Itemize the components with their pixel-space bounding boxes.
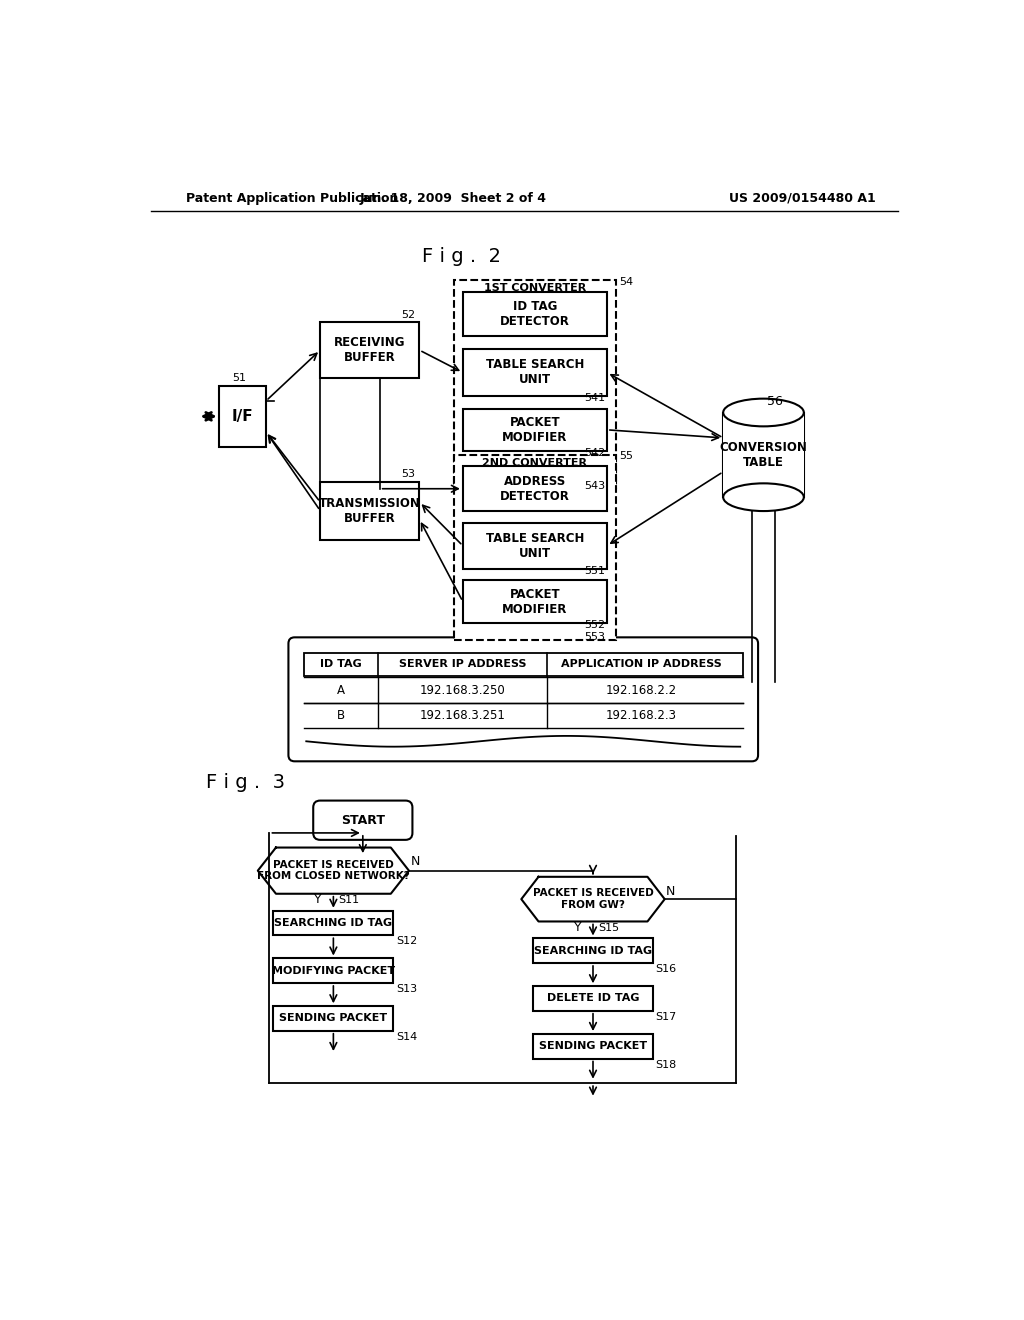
Text: F i g .  3: F i g . 3 xyxy=(206,772,285,792)
Text: S11: S11 xyxy=(338,895,359,906)
Text: Patent Application Publication: Patent Application Publication xyxy=(186,191,398,205)
FancyBboxPatch shape xyxy=(289,638,758,762)
Text: CONVERSION
TABLE: CONVERSION TABLE xyxy=(720,441,808,469)
Text: 553: 553 xyxy=(585,632,605,643)
Text: S13: S13 xyxy=(395,985,417,994)
FancyBboxPatch shape xyxy=(219,385,266,447)
Text: PACKET
MODIFIER: PACKET MODIFIER xyxy=(502,587,567,615)
Text: S15: S15 xyxy=(598,923,620,933)
FancyBboxPatch shape xyxy=(532,939,653,964)
Text: 56: 56 xyxy=(767,395,783,408)
Text: 53: 53 xyxy=(400,469,415,479)
Text: 51: 51 xyxy=(231,372,246,383)
Text: S18: S18 xyxy=(655,1060,677,1069)
FancyBboxPatch shape xyxy=(321,482,420,540)
Text: 542: 542 xyxy=(584,449,605,458)
Ellipse shape xyxy=(723,399,804,426)
Text: DELETE ID TAG: DELETE ID TAG xyxy=(547,994,639,1003)
FancyBboxPatch shape xyxy=(463,409,607,451)
FancyBboxPatch shape xyxy=(454,455,616,640)
FancyBboxPatch shape xyxy=(463,292,607,337)
Text: 2ND CONVERTER: 2ND CONVERTER xyxy=(482,458,588,467)
Text: 192.168.2.3: 192.168.2.3 xyxy=(606,709,677,722)
Text: ID TAG: ID TAG xyxy=(321,659,362,669)
Text: S12: S12 xyxy=(395,936,417,946)
Text: TRANSMISSION
BUFFER: TRANSMISSION BUFFER xyxy=(318,496,421,524)
Text: ID TAG
DETECTOR: ID TAG DETECTOR xyxy=(500,300,569,327)
Text: TABLE SEARCH
UNIT: TABLE SEARCH UNIT xyxy=(485,359,584,387)
Bar xyxy=(723,412,804,498)
Text: US 2009/0154480 A1: US 2009/0154480 A1 xyxy=(729,191,876,205)
FancyBboxPatch shape xyxy=(273,958,393,983)
FancyBboxPatch shape xyxy=(304,653,742,676)
Text: B: B xyxy=(337,709,345,722)
Ellipse shape xyxy=(723,483,804,511)
Text: START: START xyxy=(341,813,385,826)
Text: 192.168.3.250: 192.168.3.250 xyxy=(420,684,505,697)
Text: Y: Y xyxy=(314,894,322,907)
Text: 192.168.3.251: 192.168.3.251 xyxy=(420,709,506,722)
Text: Jun. 18, 2009  Sheet 2 of 4: Jun. 18, 2009 Sheet 2 of 4 xyxy=(360,191,547,205)
Text: Y: Y xyxy=(573,921,582,935)
FancyBboxPatch shape xyxy=(463,350,607,396)
FancyBboxPatch shape xyxy=(273,1006,393,1031)
FancyBboxPatch shape xyxy=(532,1034,653,1059)
Text: MODIFYING PACKET: MODIFYING PACKET xyxy=(271,966,395,975)
Text: PACKET IS RECEIVED
FROM CLOSED NETWORK?: PACKET IS RECEIVED FROM CLOSED NETWORK? xyxy=(257,859,410,882)
FancyBboxPatch shape xyxy=(532,986,653,1011)
Text: RECEIVING
BUFFER: RECEIVING BUFFER xyxy=(334,337,406,364)
FancyBboxPatch shape xyxy=(463,523,607,569)
FancyBboxPatch shape xyxy=(463,466,607,511)
Text: APPLICATION IP ADDRESS: APPLICATION IP ADDRESS xyxy=(561,659,722,669)
Text: 541: 541 xyxy=(585,393,605,403)
FancyBboxPatch shape xyxy=(463,581,607,623)
Text: ADDRESS
DETECTOR: ADDRESS DETECTOR xyxy=(500,475,569,503)
Text: I/F: I/F xyxy=(231,409,254,424)
Text: 55: 55 xyxy=(620,451,634,462)
FancyBboxPatch shape xyxy=(273,911,393,936)
Text: SEARCHING ID TAG: SEARCHING ID TAG xyxy=(534,945,652,956)
Text: SERVER IP ADDRESS: SERVER IP ADDRESS xyxy=(398,659,526,669)
Text: PACKET IS RECEIVED
FROM GW?: PACKET IS RECEIVED FROM GW? xyxy=(532,888,653,909)
Text: SEARCHING ID TAG: SEARCHING ID TAG xyxy=(274,917,392,928)
Text: SENDING PACKET: SENDING PACKET xyxy=(539,1041,647,1051)
Text: S17: S17 xyxy=(655,1012,677,1022)
Text: 552: 552 xyxy=(585,620,605,630)
Text: PACKET
MODIFIER: PACKET MODIFIER xyxy=(502,416,567,444)
Text: N: N xyxy=(667,884,676,898)
Text: F i g .  2: F i g . 2 xyxy=(422,247,501,267)
Text: S16: S16 xyxy=(655,964,677,974)
Text: N: N xyxy=(411,855,420,869)
Text: SENDING PACKET: SENDING PACKET xyxy=(280,1014,387,1023)
Text: 52: 52 xyxy=(400,310,415,319)
FancyBboxPatch shape xyxy=(454,280,616,488)
Text: 1ST CONVERTER: 1ST CONVERTER xyxy=(483,282,586,293)
Text: A: A xyxy=(337,684,345,697)
FancyBboxPatch shape xyxy=(313,800,413,840)
Text: 543: 543 xyxy=(585,480,605,491)
FancyBboxPatch shape xyxy=(321,322,420,378)
Text: 54: 54 xyxy=(620,277,634,286)
Text: 192.168.2.2: 192.168.2.2 xyxy=(606,684,677,697)
Text: S14: S14 xyxy=(395,1032,417,1041)
Text: 551: 551 xyxy=(585,566,605,576)
Text: TABLE SEARCH
UNIT: TABLE SEARCH UNIT xyxy=(485,532,584,560)
